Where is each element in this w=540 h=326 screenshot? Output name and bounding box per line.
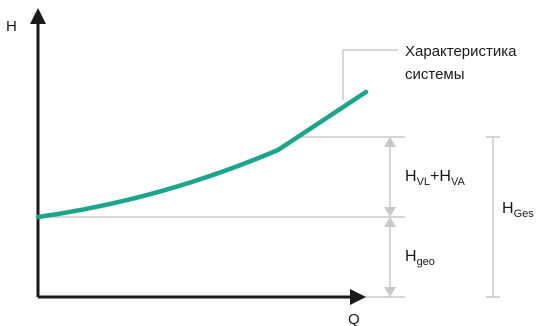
static-head-main: H bbox=[405, 248, 417, 265]
dynamic-head-sub1: VL bbox=[417, 176, 430, 188]
static-head-arrow-up-icon bbox=[384, 217, 396, 227]
curve-label-line1: Характеристика bbox=[405, 43, 517, 60]
static-head-sub: geo bbox=[417, 256, 435, 268]
x-axis-label: Q bbox=[348, 311, 360, 326]
curve-label-leader bbox=[342, 49, 398, 100]
dynamic-head-sub2: VA bbox=[451, 176, 466, 188]
curve-label-line2: системы bbox=[405, 66, 465, 83]
dynamic-head-arrow-up-icon bbox=[384, 137, 396, 147]
dynamic-head-main: H bbox=[405, 168, 417, 185]
x-axis-arrow-icon bbox=[350, 289, 366, 305]
total-head-main: H bbox=[502, 200, 514, 217]
dynamic-head-arrow-down-icon bbox=[384, 207, 396, 217]
total-head-label: HGes bbox=[502, 200, 534, 220]
dynamic-head-label: HVL+HVA bbox=[405, 168, 465, 188]
dynamic-head-plus: +H bbox=[430, 168, 451, 185]
y-axis-label: H bbox=[6, 18, 17, 35]
static-head-arrow-down-icon bbox=[384, 287, 396, 297]
total-head-sub: Ges bbox=[514, 208, 535, 220]
static-head-label: Hgeo bbox=[405, 248, 435, 268]
y-axis-arrow-icon bbox=[30, 8, 46, 24]
system-curve bbox=[35, 89, 369, 220]
